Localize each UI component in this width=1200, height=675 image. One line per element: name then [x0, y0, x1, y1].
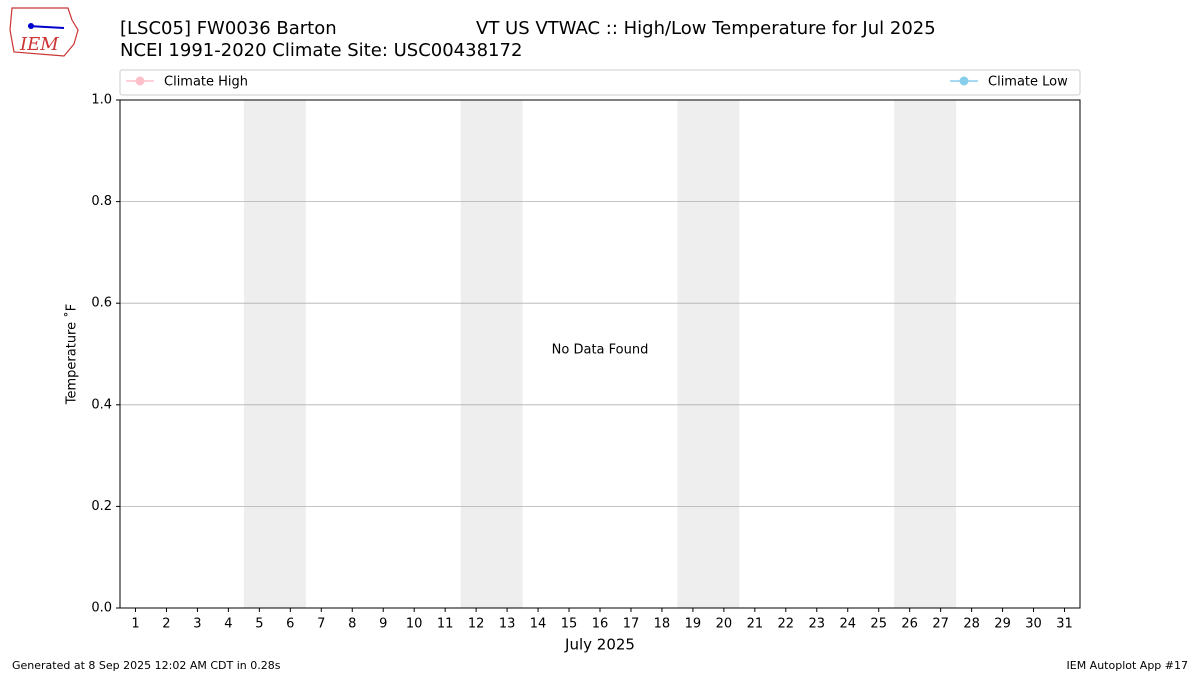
x-tick-label: 20 — [716, 617, 733, 632]
x-tick-label: 4 — [224, 617, 232, 632]
weekend-shade — [677, 100, 740, 608]
x-tick-label: 7 — [317, 617, 325, 632]
x-tick-label: 3 — [193, 617, 201, 632]
x-tick-label: 6 — [286, 617, 294, 632]
x-tick-label: 25 — [870, 617, 887, 632]
weekend-shade — [460, 100, 523, 608]
footer: Generated at 8 Sep 2025 12:02 AM CDT in … — [12, 659, 281, 672]
x-tick-label: 30 — [1025, 617, 1042, 632]
x-tick-label: 8 — [348, 617, 356, 632]
x-tick-label: 9 — [379, 617, 387, 632]
x-tick-label: 26 — [901, 617, 918, 632]
y-tick-label: 1.0 — [91, 93, 112, 108]
title: VT US VTWAC :: High/Low Temperature for … — [476, 18, 936, 39]
x-tick-label: 1 — [131, 617, 139, 632]
logo-line — [27, 25, 65, 29]
x-tick-label: 12 — [468, 617, 485, 632]
logo-outline — [9, 7, 79, 57]
x-tick-label: 13 — [499, 617, 516, 632]
x-axis-label: July 2025 — [564, 636, 635, 654]
weekend-shade — [243, 100, 306, 608]
y-axis-label: Temperature ˚F — [64, 304, 80, 405]
x-tick-label: 23 — [809, 617, 826, 632]
x-tick-label: 24 — [839, 617, 856, 632]
y-tick-label: 0.2 — [91, 499, 112, 514]
legend-label: Climate High — [164, 75, 248, 90]
legend — [119, 69, 1081, 96]
x-tick-label: 5 — [255, 617, 263, 632]
y-tick-label: 0.8 — [91, 194, 112, 209]
logo-text: IEM — [19, 34, 59, 55]
x-tick-label: 22 — [778, 617, 795, 632]
y-tick-label: 0.0 — [91, 601, 112, 616]
x-tick-label: 19 — [685, 617, 702, 632]
y-tick-label: 0.6 — [91, 296, 112, 311]
x-tick-label: 21 — [747, 617, 764, 632]
x-tick-label: 16 — [592, 617, 609, 632]
plot-frame — [119, 99, 1081, 609]
legend-marker — [959, 76, 969, 86]
subtitle: NCEI 1991-2020 Climate Site: USC00438172 — [120, 40, 522, 61]
legend-marker — [135, 76, 145, 86]
x-tick-label: 2 — [162, 617, 170, 632]
legend-label: Climate Low — [988, 75, 1068, 90]
logo-dot — [28, 23, 34, 29]
title: [LSC05] FW0036 Barton — [120, 18, 337, 39]
x-tick-label: 18 — [654, 617, 671, 632]
x-tick-label: 15 — [561, 617, 578, 632]
x-tick-label: 28 — [963, 617, 980, 632]
x-tick-label: 27 — [932, 617, 949, 632]
x-tick-label: 31 — [1056, 617, 1073, 632]
x-tick-label: 17 — [623, 617, 640, 632]
footer: IEM Autoplot App #17 — [1067, 659, 1189, 672]
x-tick-label: 10 — [406, 617, 423, 632]
y-tick-label: 0.4 — [91, 397, 112, 412]
logo: IEM — [9, 7, 79, 57]
annotation: No Data Found — [552, 343, 649, 358]
x-tick-label: 29 — [994, 617, 1011, 632]
x-tick-label: 11 — [437, 617, 454, 632]
x-tick-label: 14 — [530, 617, 547, 632]
weekend-shade — [894, 100, 957, 608]
